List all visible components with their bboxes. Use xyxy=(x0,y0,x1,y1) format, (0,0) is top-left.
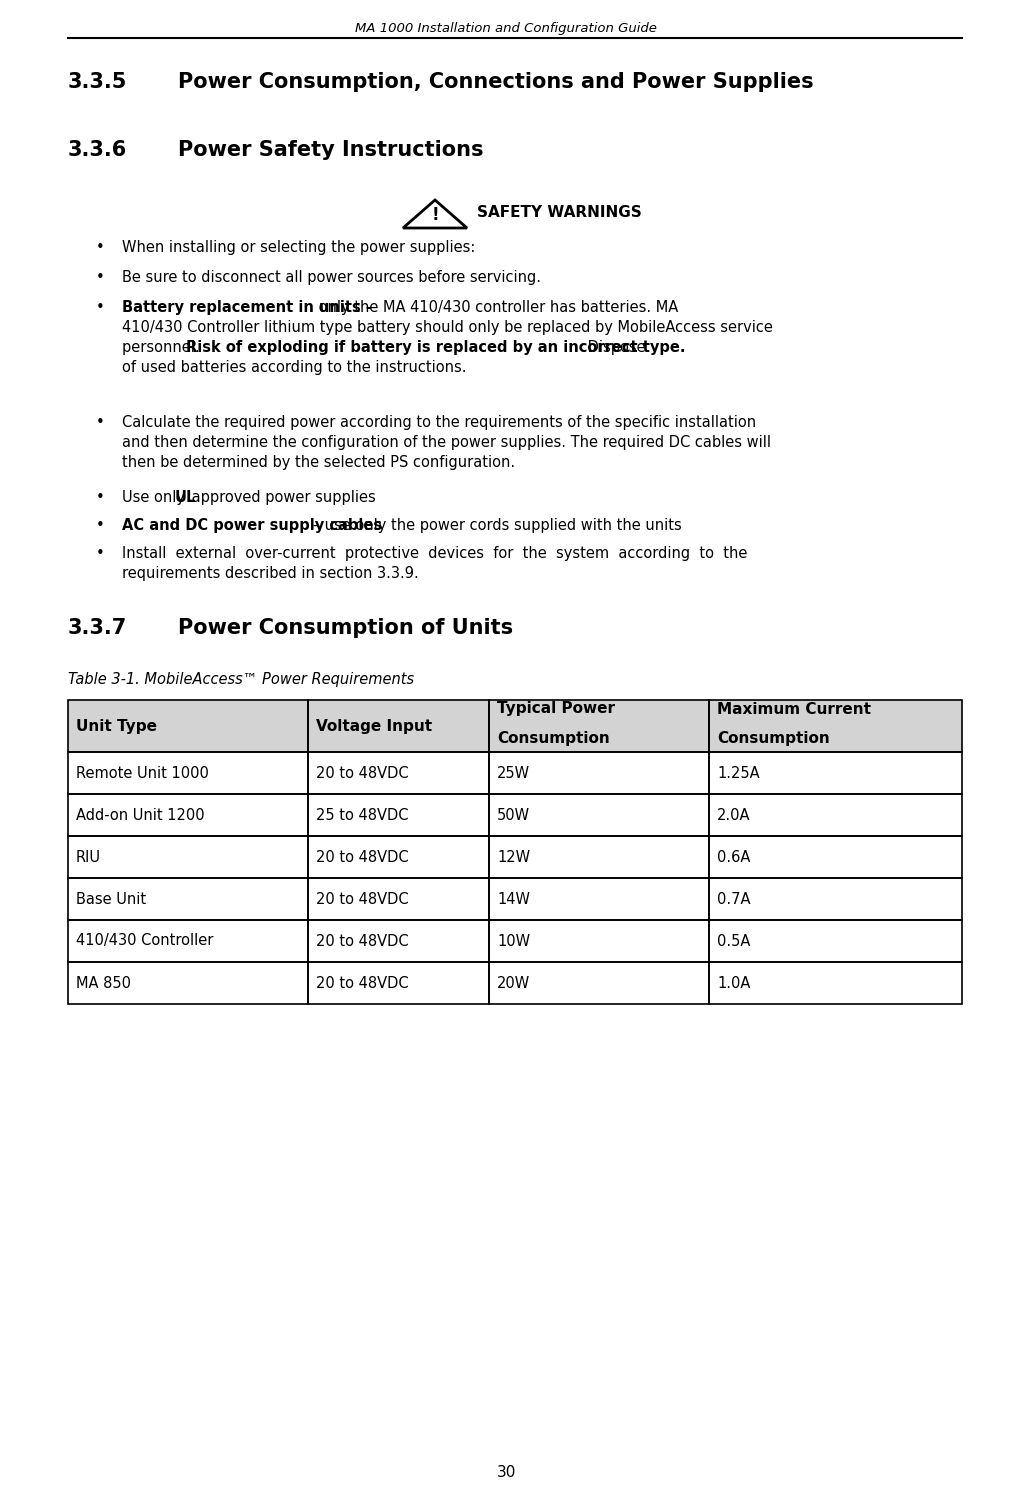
Text: •: • xyxy=(95,490,104,505)
Text: AC and DC power supply cables: AC and DC power supply cables xyxy=(122,519,382,533)
Text: 1.0A: 1.0A xyxy=(717,976,751,991)
Text: UL: UL xyxy=(174,490,197,505)
Text: only the MA 410/430 controller has batteries. MA: only the MA 410/430 controller has batte… xyxy=(314,299,679,314)
Text: •: • xyxy=(95,519,104,533)
Text: and then determine the configuration of the power supplies. The required DC cabl: and then determine the configuration of … xyxy=(122,435,771,450)
Text: requirements described in section 3.3.9.: requirements described in section 3.3.9. xyxy=(122,566,418,581)
Point xyxy=(0,1480,6,1490)
Text: Table 3-1. MobileAccess™ Power Requirements: Table 3-1. MobileAccess™ Power Requireme… xyxy=(68,672,414,687)
Text: 1.25A: 1.25A xyxy=(717,766,760,781)
Bar xyxy=(709,878,962,919)
Text: Maximum Current: Maximum Current xyxy=(717,702,871,717)
Text: 3.3.7: 3.3.7 xyxy=(68,618,128,638)
Text: 30: 30 xyxy=(496,1465,516,1480)
Text: Power Safety Instructions: Power Safety Instructions xyxy=(178,140,483,159)
Bar xyxy=(308,919,489,963)
Text: 20 to 48VDC: 20 to 48VDC xyxy=(316,849,408,864)
Bar xyxy=(709,919,962,963)
Bar xyxy=(489,963,709,1004)
Text: – use only the power cords supplied with the units: – use only the power cords supplied with… xyxy=(308,519,682,533)
Text: •: • xyxy=(95,270,104,285)
Bar xyxy=(308,878,489,919)
Bar xyxy=(308,836,489,878)
Text: Base Unit: Base Unit xyxy=(76,891,146,906)
Text: 25 to 48VDC: 25 to 48VDC xyxy=(316,808,408,822)
Bar xyxy=(308,752,489,794)
Text: of used batteries according to the instructions.: of used batteries according to the instr… xyxy=(122,361,467,375)
Text: Typical Power: Typical Power xyxy=(497,702,615,717)
Text: •: • xyxy=(95,299,104,314)
Text: RIU: RIU xyxy=(76,849,101,864)
Text: 410/430 Controller lithium type battery should only be replaced by MobileAccess : 410/430 Controller lithium type battery … xyxy=(122,320,773,335)
Text: !: ! xyxy=(432,207,439,225)
Text: When installing or selecting the power supplies:: When installing or selecting the power s… xyxy=(122,240,475,255)
Text: Consumption: Consumption xyxy=(497,732,610,746)
Text: 20 to 48VDC: 20 to 48VDC xyxy=(316,766,408,781)
Bar xyxy=(709,836,962,878)
Text: 25W: 25W xyxy=(497,766,530,781)
Bar xyxy=(68,963,308,1004)
Text: 12W: 12W xyxy=(497,849,530,864)
Bar xyxy=(68,700,962,752)
Text: Risk of exploding if battery is replaced by an incorrect type.: Risk of exploding if battery is replaced… xyxy=(186,340,686,355)
Bar xyxy=(489,836,709,878)
Text: 20 to 48VDC: 20 to 48VDC xyxy=(316,934,408,949)
Bar xyxy=(489,700,709,752)
Bar xyxy=(709,963,962,1004)
Bar xyxy=(68,700,308,752)
Text: 50W: 50W xyxy=(497,808,530,822)
Text: 20 to 48VDC: 20 to 48VDC xyxy=(316,976,408,991)
Bar xyxy=(489,752,709,794)
Text: •: • xyxy=(95,416,104,431)
Text: Unit Type: Unit Type xyxy=(76,718,157,733)
Text: approved power supplies: approved power supplies xyxy=(187,490,376,505)
Bar xyxy=(68,919,308,963)
Text: Add-on Unit 1200: Add-on Unit 1200 xyxy=(76,808,205,822)
Bar xyxy=(489,878,709,919)
Bar xyxy=(308,700,489,752)
Text: 3.3.6: 3.3.6 xyxy=(68,140,128,159)
Text: 10W: 10W xyxy=(497,934,530,949)
Text: Power Consumption of Units: Power Consumption of Units xyxy=(178,618,514,638)
Bar xyxy=(68,836,308,878)
Text: 3.3.5: 3.3.5 xyxy=(68,72,128,92)
Text: MA 850: MA 850 xyxy=(76,976,131,991)
Text: 0.7A: 0.7A xyxy=(717,891,751,906)
Text: •: • xyxy=(95,545,104,562)
Text: Be sure to disconnect all power sources before servicing.: Be sure to disconnect all power sources … xyxy=(122,270,541,285)
Text: MA 1000 Installation and Configuration Guide: MA 1000 Installation and Configuration G… xyxy=(356,22,657,34)
Bar xyxy=(709,752,962,794)
Text: 0.6A: 0.6A xyxy=(717,849,751,864)
Text: •: • xyxy=(95,240,104,255)
Text: SAFETY WARNINGS: SAFETY WARNINGS xyxy=(477,206,642,221)
Text: 14W: 14W xyxy=(497,891,530,906)
Bar xyxy=(709,700,962,752)
Point xyxy=(0,1480,7,1490)
Text: Power Consumption, Connections and Power Supplies: Power Consumption, Connections and Power… xyxy=(178,72,813,92)
Bar xyxy=(489,919,709,963)
Text: 20 to 48VDC: 20 to 48VDC xyxy=(316,891,408,906)
Bar xyxy=(68,878,308,919)
Text: 410/430 Controller: 410/430 Controller xyxy=(76,934,214,949)
Bar xyxy=(308,963,489,1004)
Bar xyxy=(709,794,962,836)
Text: personnel.: personnel. xyxy=(122,340,205,355)
Bar xyxy=(308,794,489,836)
Bar xyxy=(68,794,308,836)
Text: 20W: 20W xyxy=(497,976,531,991)
Text: 0.5A: 0.5A xyxy=(717,934,751,949)
Text: 2.0A: 2.0A xyxy=(717,808,751,822)
Text: Install  external  over-current  protective  devices  for  the  system  accordin: Install external over-current protective… xyxy=(122,545,748,562)
Bar xyxy=(489,794,709,836)
Text: Battery replacement in units -: Battery replacement in units - xyxy=(122,299,372,314)
Text: Calculate the required power according to the requirements of the specific insta: Calculate the required power according t… xyxy=(122,416,756,431)
Text: Use only: Use only xyxy=(122,490,189,505)
Text: Dispose: Dispose xyxy=(583,340,645,355)
Bar xyxy=(68,752,308,794)
Text: Remote Unit 1000: Remote Unit 1000 xyxy=(76,766,209,781)
Text: then be determined by the selected PS configuration.: then be determined by the selected PS co… xyxy=(122,454,516,469)
Text: Consumption: Consumption xyxy=(717,732,830,746)
Text: Voltage Input: Voltage Input xyxy=(316,718,432,733)
